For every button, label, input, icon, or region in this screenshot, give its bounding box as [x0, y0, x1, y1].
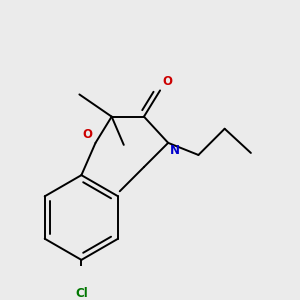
Text: Cl: Cl	[75, 286, 88, 299]
Text: O: O	[82, 128, 92, 141]
Text: N: N	[170, 145, 180, 158]
Text: O: O	[163, 75, 172, 88]
